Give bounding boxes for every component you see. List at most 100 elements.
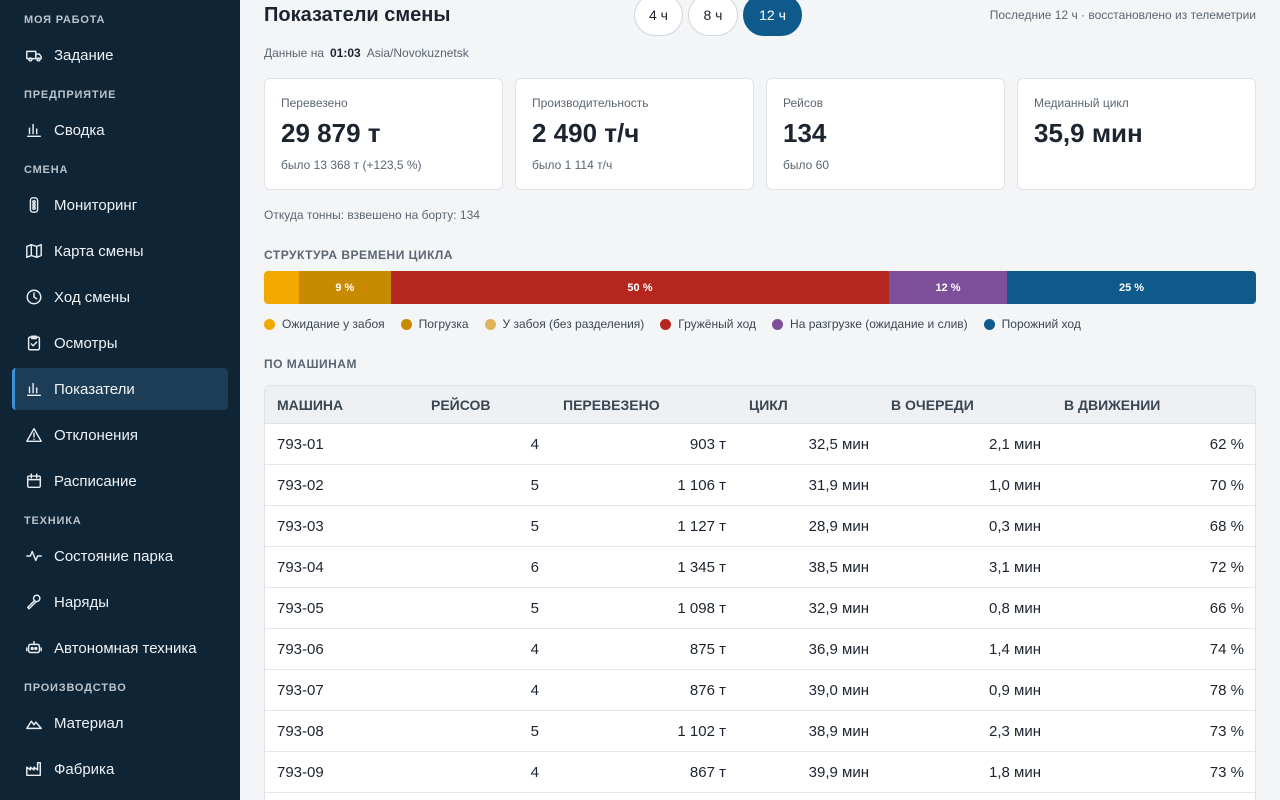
asof-timezone: Asia/Novokuznetsk — [366, 46, 469, 60]
table-cell: 39,9 мин — [808, 764, 869, 781]
sidebar-section-title: СМЕНА — [24, 164, 69, 176]
legend-item: Гружёный ход — [660, 317, 756, 331]
sidebar: МОЯ РАБОТА Задание ПРЕДПРИЯТИЕ Сводка СМЕНА М… — [0, 0, 240, 800]
table-cell: 5 — [530, 600, 539, 617]
column-header[interactable]: МАШИНА — [277, 397, 344, 413]
table-row[interactable]: 793-09 4 867 т 39,9 мин 1,8 мин 73 % — [265, 752, 1255, 793]
kpi-value: 35,9 мин — [1034, 118, 1143, 148]
legend-swatch — [484, 318, 496, 330]
table-row[interactable]: 793-06 4 875 т 36,9 мин 1,4 мин 74 % — [265, 629, 1255, 670]
table-cell: 1 345 т — [677, 559, 726, 576]
legend-item: Ожидание у забоя — [264, 317, 385, 331]
column-header[interactable]: РЕЙСОВ — [431, 397, 491, 413]
table-cell: 793-01 — [277, 436, 324, 453]
legend-label: Гружёный ход — [678, 317, 757, 331]
sidebar-item[interactable]: Осмотры — [12, 322, 228, 364]
kpi-label: Медианный цикл — [1034, 96, 1129, 110]
sidebar-item[interactable]: Наряды — [12, 581, 228, 623]
kpi-value: 134 — [783, 118, 827, 148]
sidebar-item[interactable]: Сводка — [12, 109, 228, 151]
table-row[interactable]: 793-02 5 1 106 т 31,9 мин 1,0 мин 70 % — [265, 465, 1255, 506]
column-header[interactable]: ПЕРЕВЕЗЕНО — [563, 397, 660, 413]
table-cell: 1 106 т — [677, 477, 726, 494]
sidebar-item[interactable]: Материал — [12, 702, 228, 744]
table-row[interactable]: 793-03 5 1 127 т 28,9 мин 0,3 мин 68 % — [265, 506, 1255, 547]
sidebar-item[interactable]: Расписание — [12, 460, 228, 502]
legend-label: Погрузка — [418, 317, 469, 331]
column-header[interactable]: В ДВИЖЕНИИ — [1064, 397, 1161, 413]
column-header[interactable]: ЦИКЛ — [749, 397, 788, 413]
table-cell: 32,9 мин — [808, 600, 869, 617]
sidebar-item-label: Состояние парка — [54, 547, 174, 565]
sidebar-item[interactable]: Автономная техника — [12, 627, 228, 669]
table-cell: 74 % — [1209, 641, 1244, 658]
table-cell: 4 — [530, 641, 539, 658]
asof-time: 01:03 — [330, 46, 361, 60]
legend-label: На разгрузке (ожидание и слив) — [790, 317, 968, 331]
table-cell: 5 — [530, 477, 539, 494]
legend-label: У забоя (без разделения) — [502, 317, 645, 331]
sidebar-item-label: Карта смены — [54, 242, 144, 260]
sidebar-section-title: ПРЕДПРИЯТИЕ — [24, 89, 117, 101]
legend-swatch — [400, 318, 412, 330]
range-4h-button[interactable]: 4 ч — [634, 0, 683, 36]
table-cell: 4 — [530, 682, 539, 699]
sidebar-item[interactable]: Ход смены — [12, 276, 228, 318]
table-cell: 3,1 мин — [989, 559, 1041, 576]
warning-icon — [24, 425, 44, 445]
sidebar-item-label: Материал — [54, 714, 124, 732]
table-cell: 793-07 — [277, 682, 324, 699]
legend-swatch — [772, 318, 784, 330]
factory-icon — [24, 759, 44, 779]
main-content: Показатели смены 4 ч 8 ч 12 ч Последние … — [240, 0, 1280, 800]
legend-item: Порожний ход — [983, 317, 1081, 331]
robot-icon — [24, 638, 44, 658]
data-as-of: Данные на 01:03 Asia/Novokuznetsk — [264, 46, 469, 60]
column-header[interactable]: В ОЧЕРЕДИ — [891, 397, 974, 413]
legend-item: На разгрузке (ожидание и слив) — [772, 317, 968, 331]
table-cell: 38,9 мин — [808, 723, 869, 740]
machines-section-title: ПО МАШИНАМ — [264, 357, 357, 371]
table-cell: 1,0 мин — [989, 477, 1041, 494]
bar-chart-icon — [24, 379, 44, 399]
table-cell: 70 % — [1209, 477, 1244, 494]
traffic-light-icon — [24, 195, 44, 215]
sidebar-item-label: Расписание — [54, 472, 137, 490]
sidebar-item[interactable]: Отклонения — [12, 414, 228, 456]
table-row[interactable]: 793-08 5 1 102 т 38,9 мин 2,3 мин 73 % — [265, 711, 1255, 752]
sidebar-item[interactable]: Состояние парка — [12, 535, 228, 577]
kpi-previous: было 60 — [783, 158, 829, 172]
cycle-structure-title: СТРУКТУРА ВРЕМЕНИ ЦИКЛА — [264, 248, 453, 262]
truck-icon — [24, 45, 44, 65]
sidebar-item[interactable]: Показатели — [12, 368, 228, 410]
wrench-icon — [24, 592, 44, 612]
map-icon — [24, 241, 44, 261]
sidebar-section-title: ПРОИЗВОДСТВО — [24, 682, 127, 694]
cycle-segment: 9 % — [298, 271, 391, 304]
sidebar-item[interactable]: Задание — [12, 34, 228, 76]
cycle-structure-bar: 9 % 50 % 12 % 25 % — [264, 271, 1256, 304]
sidebar-section-title: ТЕХНИКА — [24, 515, 82, 527]
table-row[interactable]: 793-07 4 876 т 39,0 мин 0,9 мин 78 % — [265, 670, 1255, 711]
range-12h-button[interactable]: 12 ч — [743, 0, 802, 36]
table-cell: 4 — [530, 764, 539, 781]
table-row[interactable]: 793-05 5 1 098 т 32,9 мин 0,8 мин 66 % — [265, 588, 1255, 629]
table-cell: 66 % — [1209, 600, 1244, 617]
sidebar-section-title: МОЯ РАБОТА — [24, 14, 106, 26]
table-cell: 876 т — [689, 682, 726, 699]
cycle-structure-legend: Ожидание у забоя Погрузка У забоя (без раз… — [264, 317, 1097, 331]
sidebar-item-label: Ход смены — [54, 288, 130, 306]
table-row[interactable]: 793-01 4 903 т 32,5 мин 2,1 мин 62 % — [265, 424, 1255, 465]
table-cell: 1,4 мин — [989, 641, 1041, 658]
asof-prefix: Данные на — [264, 46, 324, 60]
range-8h-button[interactable]: 8 ч — [688, 0, 738, 36]
sidebar-item[interactable]: Карта смены — [12, 230, 228, 272]
table-cell: 39,0 мин — [808, 682, 869, 699]
kpi-card-transported: Перевезено 29 879 т было 13 368 т (+123,… — [264, 78, 503, 190]
table-cell: 793-08 — [277, 723, 324, 740]
sidebar-item[interactable]: Фабрика — [12, 748, 228, 790]
sidebar-item[interactable]: Мониторинг — [12, 184, 228, 226]
clock-icon — [24, 287, 44, 307]
sidebar-item-label: Мониторинг — [54, 196, 138, 214]
table-row[interactable]: 793-04 6 1 345 т 38,5 мин 3,1 мин 72 % — [265, 547, 1255, 588]
